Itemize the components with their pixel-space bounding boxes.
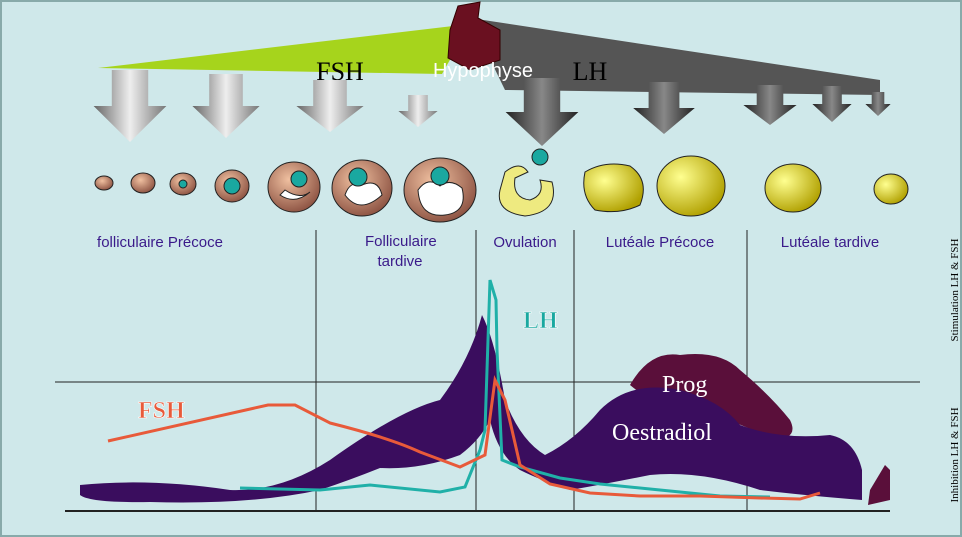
lh-curve bbox=[239, 279, 771, 499]
phase-label: Lutéale Précoce bbox=[606, 234, 714, 251]
pituitary-shape bbox=[447, 1, 501, 71]
fsh-curve-label: FSH bbox=[138, 398, 185, 424]
estradiol-band bbox=[80, 315, 862, 503]
progesterone-band bbox=[630, 354, 793, 440]
lh-label: LH bbox=[573, 57, 608, 86]
fsh-beam bbox=[98, 24, 470, 74]
progesterone-label: Prog bbox=[662, 372, 707, 398]
phase-label: Ovulation bbox=[493, 234, 556, 251]
fsh-curve bbox=[107, 374, 821, 501]
phase-label: folliculaire Précoce bbox=[97, 234, 223, 251]
progesterone-tail bbox=[868, 465, 890, 505]
phase-label: Lutéale tardive bbox=[781, 234, 879, 251]
phase-label-wrap: Folliculaire tardive bbox=[365, 233, 437, 270]
estradiol-label: Oestradiol bbox=[612, 420, 712, 446]
stimulation-label: Stimulation LH & FSH bbox=[949, 238, 961, 341]
lh-curve-label: LH bbox=[523, 308, 558, 334]
lh-beam bbox=[470, 18, 880, 95]
pituitary-label: Hypophyse bbox=[433, 60, 533, 82]
phase-label: Folliculaire tardive bbox=[365, 233, 437, 270]
inhibition-label: Inhibition LH & FSH bbox=[949, 407, 961, 502]
follicles bbox=[94, 148, 909, 223]
